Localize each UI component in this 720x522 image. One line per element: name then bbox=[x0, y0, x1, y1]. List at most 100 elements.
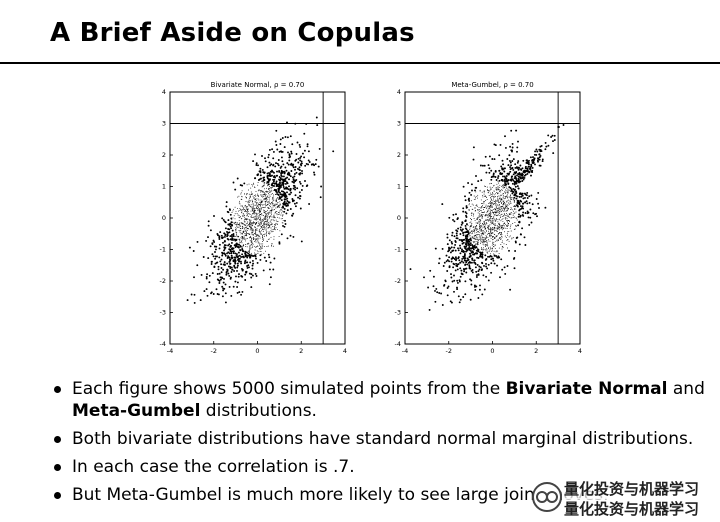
data-point bbox=[261, 204, 263, 206]
data-point bbox=[480, 199, 482, 201]
data-point bbox=[501, 268, 504, 271]
data-point bbox=[492, 211, 494, 213]
data-point bbox=[300, 189, 303, 191]
data-point bbox=[485, 244, 486, 246]
data-point bbox=[246, 226, 248, 228]
data-point bbox=[284, 182, 287, 185]
data-point bbox=[275, 193, 277, 195]
data-point bbox=[249, 251, 250, 253]
data-point bbox=[268, 225, 270, 227]
data-point bbox=[508, 192, 510, 194]
data-point bbox=[252, 230, 254, 232]
data-point bbox=[478, 220, 480, 222]
data-point bbox=[477, 248, 479, 251]
data-point bbox=[240, 209, 242, 210]
data-point bbox=[522, 197, 525, 200]
data-point bbox=[480, 219, 482, 221]
data-point bbox=[521, 206, 524, 209]
data-point bbox=[481, 206, 483, 208]
data-point bbox=[476, 218, 478, 220]
data-point bbox=[450, 257, 453, 260]
data-point bbox=[261, 201, 262, 203]
data-point bbox=[282, 224, 284, 227]
data-point bbox=[272, 209, 274, 211]
data-point bbox=[281, 222, 283, 224]
data-point bbox=[535, 212, 538, 215]
data-point bbox=[518, 201, 521, 204]
bullet-dot bbox=[54, 464, 61, 471]
data-point bbox=[244, 260, 247, 263]
data-point bbox=[496, 219, 498, 220]
data-point bbox=[242, 215, 243, 217]
data-point bbox=[483, 238, 485, 240]
data-point bbox=[486, 199, 488, 201]
data-point bbox=[482, 232, 484, 234]
data-point bbox=[481, 228, 482, 230]
data-point bbox=[219, 276, 222, 279]
data-point bbox=[511, 217, 513, 219]
data-point bbox=[464, 243, 467, 246]
data-point bbox=[240, 275, 243, 277]
data-point bbox=[498, 247, 500, 249]
data-point bbox=[498, 207, 500, 209]
data-point bbox=[267, 174, 270, 177]
data-point bbox=[238, 216, 240, 218]
data-point bbox=[487, 192, 489, 194]
data-point bbox=[481, 236, 483, 238]
data-point bbox=[476, 263, 479, 266]
data-point bbox=[473, 226, 475, 228]
data-point bbox=[260, 219, 262, 221]
data-point bbox=[496, 211, 498, 213]
data-point bbox=[250, 244, 252, 246]
data-point bbox=[476, 237, 478, 239]
data-point bbox=[267, 153, 270, 156]
data-point bbox=[500, 165, 503, 168]
data-point bbox=[490, 223, 492, 225]
data-point bbox=[508, 217, 510, 219]
data-point bbox=[253, 222, 255, 224]
data-point bbox=[259, 258, 262, 261]
data-point bbox=[231, 212, 233, 213]
data-point bbox=[279, 179, 282, 182]
data-point bbox=[472, 241, 474, 242]
data-point bbox=[249, 223, 250, 225]
data-point bbox=[492, 193, 494, 195]
data-point bbox=[470, 283, 473, 286]
data-point bbox=[524, 244, 527, 246]
data-point bbox=[262, 241, 263, 243]
data-point bbox=[255, 195, 257, 197]
data-point bbox=[509, 166, 512, 169]
data-point bbox=[497, 181, 499, 183]
data-point bbox=[269, 178, 271, 181]
data-point bbox=[500, 191, 502, 193]
data-point bbox=[253, 183, 255, 185]
data-point bbox=[429, 269, 432, 272]
data-point bbox=[289, 175, 292, 178]
data-point bbox=[489, 236, 491, 238]
data-point bbox=[500, 258, 503, 261]
data-point bbox=[495, 218, 497, 219]
data-point bbox=[226, 268, 229, 271]
data-point bbox=[487, 219, 489, 220]
data-point bbox=[494, 204, 496, 206]
data-point bbox=[499, 197, 501, 199]
bullet-text: Each figure shows 5000 simulated points … bbox=[72, 379, 506, 399]
data-point bbox=[480, 249, 482, 251]
data-point bbox=[514, 172, 517, 175]
data-point bbox=[487, 220, 489, 222]
data-point bbox=[315, 116, 318, 119]
data-point bbox=[270, 163, 273, 166]
y-tick-label: 1 bbox=[397, 183, 401, 191]
data-point bbox=[474, 226, 476, 228]
data-point bbox=[268, 212, 270, 214]
data-point bbox=[239, 242, 241, 244]
data-point bbox=[251, 215, 253, 217]
data-point bbox=[485, 219, 487, 221]
data-point bbox=[462, 185, 465, 188]
chart-svg-left: Bivariate Normal, ρ = 0.70-4 -2 0 2 4-4-3-2-… bbox=[160, 81, 348, 355]
data-point bbox=[493, 250, 495, 252]
data-point bbox=[517, 187, 520, 190]
data-point bbox=[286, 136, 289, 139]
data-point bbox=[236, 255, 239, 258]
data-point bbox=[229, 235, 232, 238]
